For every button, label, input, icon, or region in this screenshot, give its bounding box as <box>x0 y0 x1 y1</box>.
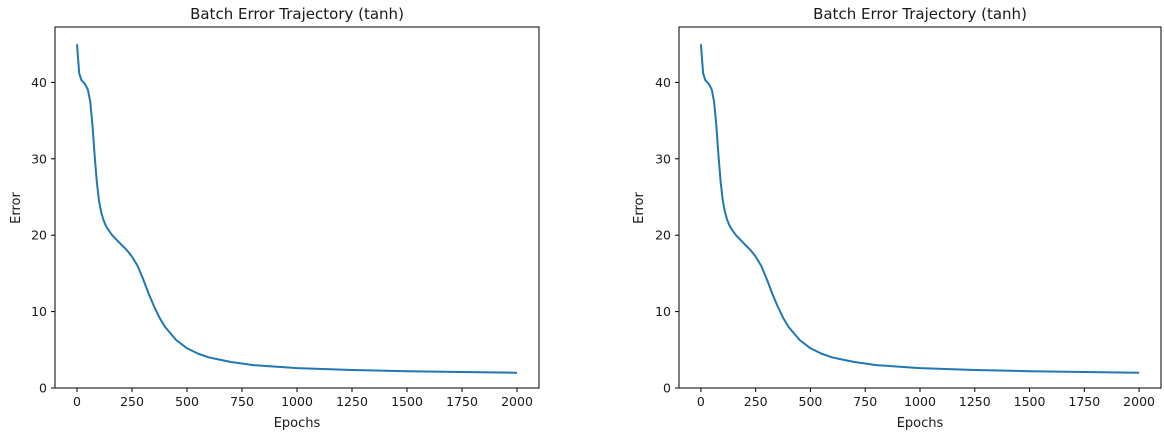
y-tick-label: 10 <box>655 304 671 319</box>
x-axis-label: Epochs <box>897 416 944 431</box>
x-tick-label: 250 <box>120 394 144 409</box>
plot-frame <box>678 26 1162 389</box>
y-tick-label: 30 <box>655 151 671 166</box>
x-tick-label: 750 <box>230 394 254 409</box>
chart-title: Batch Error Trajectory (tanh) <box>190 5 404 23</box>
y-tick-label: 40 <box>655 75 671 90</box>
x-tick-label: 1000 <box>904 394 936 409</box>
x-tick-label: 0 <box>73 394 81 409</box>
x-tick-label: 1750 <box>446 394 478 409</box>
y-tick-label: 0 <box>663 381 671 396</box>
x-tick-label: 0 <box>697 394 705 409</box>
y-tick-label: 0 <box>39 381 47 396</box>
x-tick-label: 2000 <box>501 394 533 409</box>
x-tick-label: 1250 <box>959 394 991 409</box>
x-tick-label: 1000 <box>281 394 313 409</box>
chart-title: Batch Error Trajectory (tanh) <box>813 5 1027 23</box>
series-line <box>76 44 518 374</box>
x-tick-label: 2000 <box>1123 394 1155 409</box>
x-tick-label: 1750 <box>1068 394 1100 409</box>
x-axis-label: Epochs <box>274 416 321 431</box>
y-tick-label: 30 <box>31 151 47 166</box>
x-tick-label: 250 <box>744 394 768 409</box>
chart-left: Batch Error Trajectory (tanh) Error Epoc… <box>9 5 540 431</box>
x-tick-label: 500 <box>175 394 199 409</box>
plot-frame <box>54 26 540 389</box>
x-tick-label: 1500 <box>391 394 423 409</box>
tick-group: 0 250 500 750 1000 1250 1500 1750 2000 0 10 20 30 40 <box>31 75 533 409</box>
x-tick-label: 500 <box>799 394 823 409</box>
tick-group: 0 250 500 750 1000 1250 1500 1750 2000 0 10 20 30 40 <box>655 75 1155 409</box>
x-tick-label: 1500 <box>1014 394 1046 409</box>
y-tick-label: 40 <box>31 75 47 90</box>
y-axis-label: Error <box>9 192 24 224</box>
chart-right: Batch Error Trajectory (tanh) Error Epoc… <box>632 5 1162 431</box>
y-tick-label: 20 <box>655 228 671 243</box>
series-line <box>699 44 1140 374</box>
y-tick-label: 10 <box>31 304 47 319</box>
y-tick-label: 20 <box>31 228 47 243</box>
x-tick-label: 750 <box>853 394 877 409</box>
y-axis-label: Error <box>632 192 647 224</box>
x-tick-label: 1250 <box>336 394 368 409</box>
